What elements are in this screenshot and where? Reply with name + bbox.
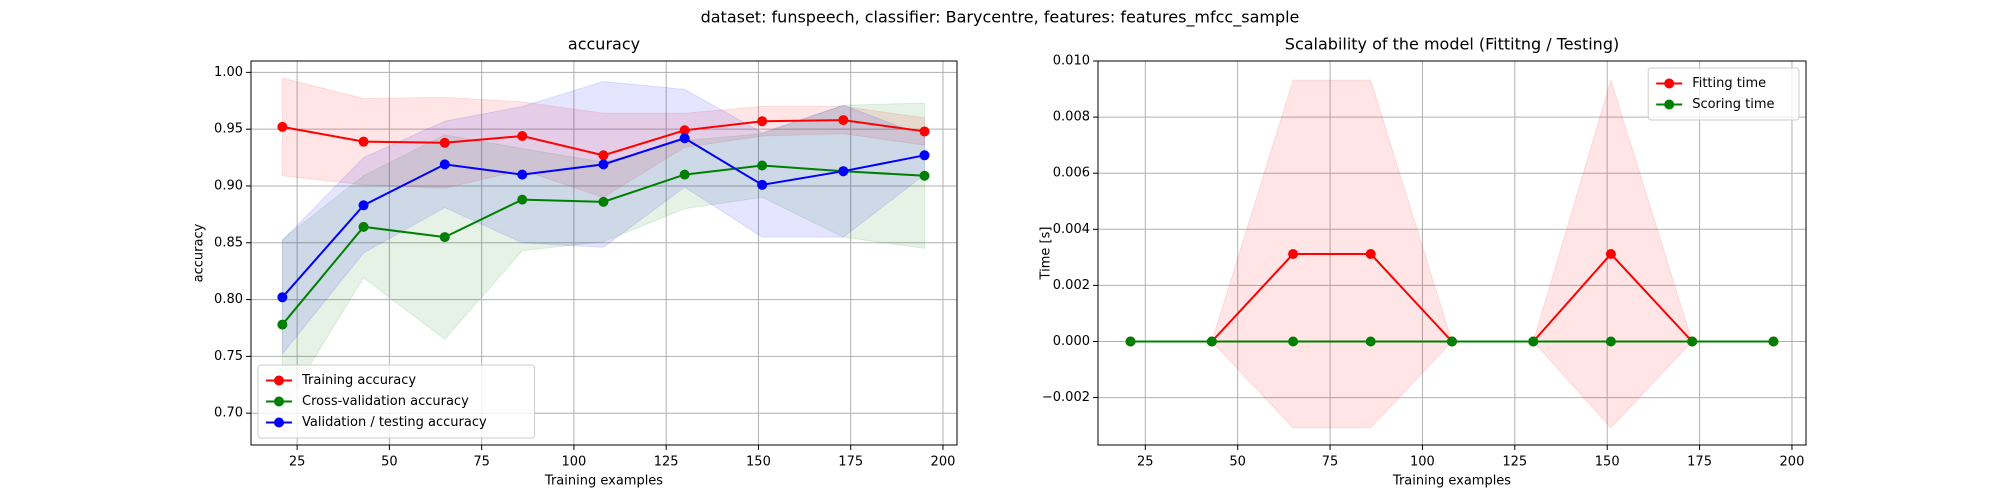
point xyxy=(757,179,768,190)
y-tick-label: 0.004 xyxy=(1053,222,1090,237)
point xyxy=(679,169,690,180)
legend: Training accuracy Cross-validation accura… xyxy=(257,364,536,439)
point xyxy=(919,126,930,137)
plot-area xyxy=(1125,78,1779,429)
y-axis-label: accuracy xyxy=(192,223,207,282)
point xyxy=(1365,336,1376,347)
x-tick-label: 200 xyxy=(1780,455,1805,470)
point xyxy=(1206,336,1217,347)
y-tick-label: 0.85 xyxy=(214,235,243,250)
x-axis-label: Training examples xyxy=(1392,474,1511,489)
legend-label: Scoring time xyxy=(1692,97,1774,112)
point xyxy=(1288,336,1299,347)
y-tick-label: 0.000 xyxy=(1053,334,1090,349)
legend-label: Training accuracy xyxy=(301,373,416,388)
axes-frame xyxy=(250,60,958,446)
legend-marker xyxy=(274,417,284,428)
point xyxy=(598,159,609,170)
x-tick-label: 200 xyxy=(931,455,956,470)
x-tick-label: 175 xyxy=(838,455,863,470)
axes-title: accuracy xyxy=(568,35,640,54)
std-band xyxy=(1130,78,1774,429)
x-tick-label: 100 xyxy=(562,455,587,470)
x-tick-label: 25 xyxy=(289,455,306,470)
x-axis-label: Training examples xyxy=(544,474,663,489)
point xyxy=(1447,336,1457,347)
point xyxy=(1365,248,1376,259)
x-tick-label: 25 xyxy=(1137,455,1154,470)
x-tick-label: 150 xyxy=(746,455,771,470)
axes: accuracy 25 50 75 100 125 150 175 200 0.70 0.75 0.8… xyxy=(192,35,958,489)
point xyxy=(439,232,450,243)
legend-marker xyxy=(1664,99,1675,110)
x-tick-label: 50 xyxy=(381,455,398,470)
point xyxy=(838,115,849,126)
figure-title: dataset: funspeech, classifier: Barycent… xyxy=(701,8,1300,28)
point xyxy=(919,170,930,181)
y-tick-label: 0.75 xyxy=(214,349,243,364)
x-tick-label: 75 xyxy=(1322,455,1339,470)
point xyxy=(358,136,369,147)
legend-box xyxy=(1647,67,1800,121)
legend-marker xyxy=(274,396,284,407)
y-tick-label: 0.95 xyxy=(214,122,243,137)
point xyxy=(598,196,609,207)
point xyxy=(679,133,690,144)
legend: Fitting time Scoring time xyxy=(1647,67,1800,121)
point xyxy=(439,137,450,148)
point xyxy=(277,121,288,132)
legend-label: Validation / testing accuracy xyxy=(302,415,487,430)
point xyxy=(1605,248,1616,259)
legend-label: Cross-validation accuracy xyxy=(302,394,469,409)
point xyxy=(1687,336,1698,347)
point xyxy=(1288,248,1299,259)
point xyxy=(517,130,528,141)
y-tick-label: 0.002 xyxy=(1053,278,1090,293)
point xyxy=(1528,336,1539,347)
y-tick-label: 1.00 xyxy=(214,65,243,80)
y-axis-label: Time [s] xyxy=(1039,227,1054,281)
legend-label: Fitting time xyxy=(1692,76,1766,91)
x-tick-label: 125 xyxy=(1502,455,1527,470)
point xyxy=(517,194,528,205)
x-tick-label: 100 xyxy=(1410,455,1435,470)
point xyxy=(517,169,528,180)
point xyxy=(358,221,369,232)
x-tick-label: 125 xyxy=(654,455,679,470)
y-tick-label: 0.90 xyxy=(214,178,243,193)
legend-box xyxy=(257,364,536,439)
plot-area xyxy=(277,77,930,412)
point xyxy=(1768,336,1779,347)
point xyxy=(439,159,450,170)
std-band xyxy=(281,102,926,412)
point xyxy=(1125,336,1136,347)
point xyxy=(277,292,288,303)
legend-marker xyxy=(274,375,284,386)
y-tick-label: −0.002 xyxy=(1042,390,1090,405)
axes-title: Scalability of the model (Fittitng / Tes… xyxy=(1285,35,1619,54)
axes: Scalability of the model (Fittitng / Tes… xyxy=(1039,35,1807,489)
point xyxy=(757,116,768,127)
x-tick-label: 175 xyxy=(1687,455,1712,470)
x-tick-label: 150 xyxy=(1595,455,1620,470)
y-tick-label: 0.70 xyxy=(214,406,243,421)
point xyxy=(679,125,690,136)
point xyxy=(838,166,849,177)
axes-frame xyxy=(1097,60,1807,446)
x-tick-label: 50 xyxy=(1229,455,1246,470)
y-tick-label: 0.80 xyxy=(214,292,243,307)
y-tick-label: 0.008 xyxy=(1053,110,1090,125)
point xyxy=(757,160,768,171)
point xyxy=(358,200,369,211)
point xyxy=(598,150,609,161)
point xyxy=(919,150,930,161)
point xyxy=(1605,336,1616,347)
y-tick-label: 0.010 xyxy=(1053,54,1090,69)
y-tick-label: 0.006 xyxy=(1053,166,1090,181)
x-tick-label: 75 xyxy=(473,455,490,470)
legend-marker xyxy=(1664,78,1675,89)
point xyxy=(277,319,288,330)
